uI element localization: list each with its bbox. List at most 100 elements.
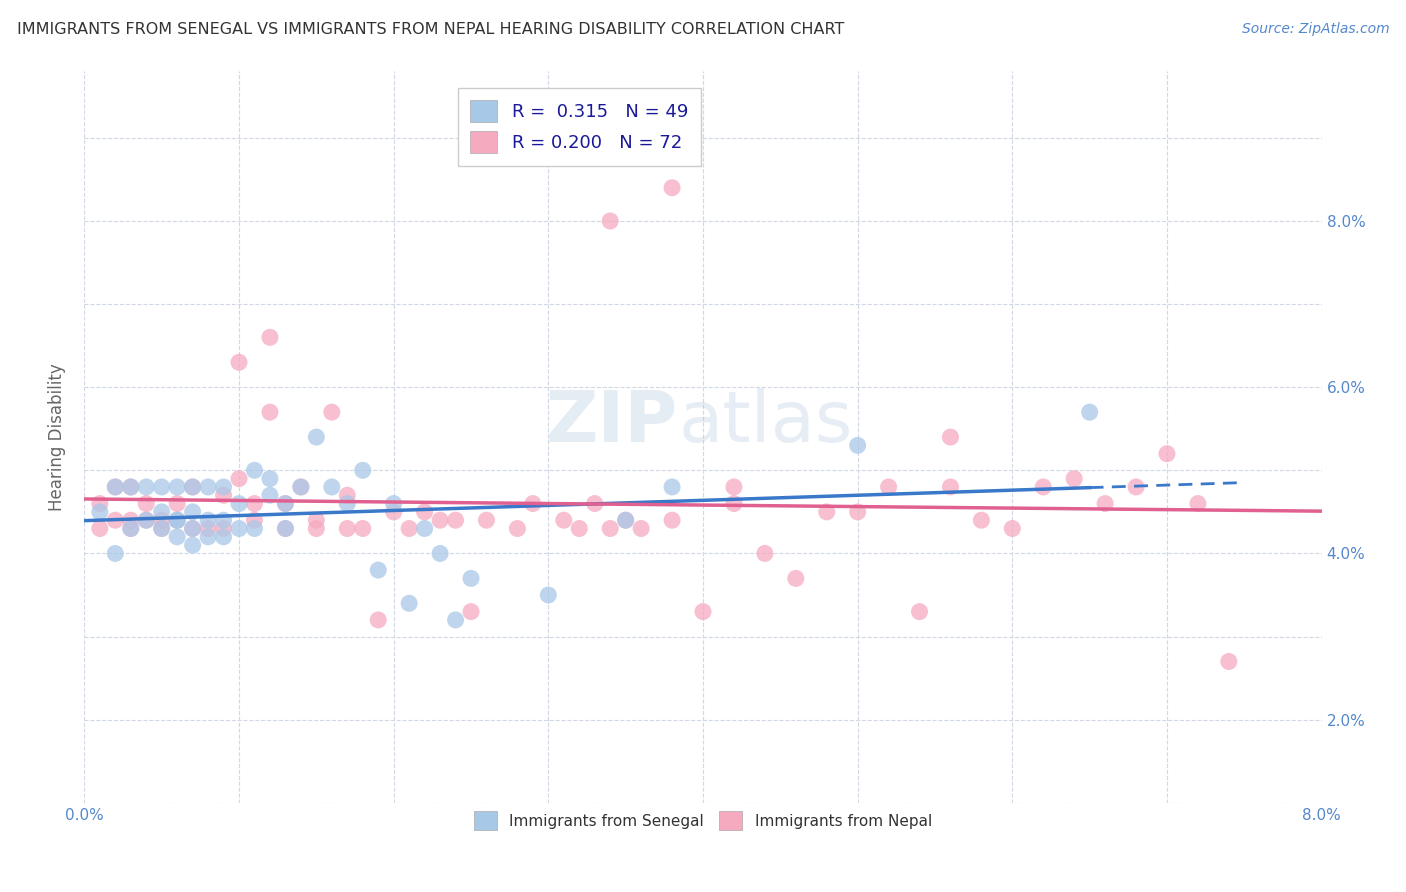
Point	[166, 513, 188, 527]
Point	[506, 521, 529, 535]
Legend: Immigrants from Senegal, Immigrants from Nepal: Immigrants from Senegal, Immigrants from…	[465, 802, 941, 839]
Point	[166, 513, 188, 527]
Point	[228, 355, 250, 369]
Point	[908, 605, 931, 619]
Point	[120, 521, 142, 535]
Point	[181, 521, 204, 535]
Point	[398, 596, 420, 610]
Point	[583, 497, 606, 511]
Point	[135, 513, 157, 527]
Point	[290, 480, 312, 494]
Point	[259, 488, 281, 502]
Text: atlas: atlas	[678, 388, 852, 457]
Point	[212, 480, 235, 494]
Point	[89, 497, 111, 511]
Point	[259, 472, 281, 486]
Point	[197, 480, 219, 494]
Point	[150, 513, 173, 527]
Text: ZIP: ZIP	[546, 388, 678, 457]
Point	[846, 438, 869, 452]
Point	[120, 480, 142, 494]
Point	[382, 505, 405, 519]
Point	[104, 513, 127, 527]
Point	[1063, 472, 1085, 486]
Point	[614, 513, 637, 527]
Point	[197, 521, 219, 535]
Point	[1078, 405, 1101, 419]
Point	[166, 497, 188, 511]
Point	[444, 613, 467, 627]
Text: Source: ZipAtlas.com: Source: ZipAtlas.com	[1241, 22, 1389, 37]
Point	[846, 505, 869, 519]
Point	[1094, 497, 1116, 511]
Point	[181, 480, 204, 494]
Point	[89, 521, 111, 535]
Point	[970, 513, 993, 527]
Point	[166, 480, 188, 494]
Point	[321, 405, 343, 419]
Point	[259, 405, 281, 419]
Point	[336, 521, 359, 535]
Point	[336, 497, 359, 511]
Point	[274, 521, 297, 535]
Point	[1156, 447, 1178, 461]
Point	[877, 480, 900, 494]
Point	[352, 521, 374, 535]
Point	[429, 513, 451, 527]
Point	[120, 521, 142, 535]
Point	[398, 521, 420, 535]
Point	[228, 497, 250, 511]
Point	[568, 521, 591, 535]
Point	[1187, 497, 1209, 511]
Point	[723, 480, 745, 494]
Point	[120, 513, 142, 527]
Point	[181, 521, 204, 535]
Point	[228, 521, 250, 535]
Point	[661, 180, 683, 194]
Point	[444, 513, 467, 527]
Point	[181, 480, 204, 494]
Point	[367, 563, 389, 577]
Point	[150, 521, 173, 535]
Point	[413, 505, 436, 519]
Point	[166, 513, 188, 527]
Point	[120, 480, 142, 494]
Point	[135, 497, 157, 511]
Point	[661, 480, 683, 494]
Point	[274, 497, 297, 511]
Point	[274, 521, 297, 535]
Point	[336, 488, 359, 502]
Point	[723, 497, 745, 511]
Point	[135, 480, 157, 494]
Point	[382, 497, 405, 511]
Text: IMMIGRANTS FROM SENEGAL VS IMMIGRANTS FROM NEPAL HEARING DISABILITY CORRELATION : IMMIGRANTS FROM SENEGAL VS IMMIGRANTS FR…	[17, 22, 844, 37]
Point	[754, 546, 776, 560]
Point	[212, 530, 235, 544]
Point	[367, 613, 389, 627]
Point	[460, 571, 482, 585]
Point	[305, 521, 328, 535]
Point	[181, 505, 204, 519]
Point	[150, 521, 173, 535]
Point	[212, 513, 235, 527]
Point	[352, 463, 374, 477]
Point	[1218, 655, 1240, 669]
Point	[599, 214, 621, 228]
Point	[104, 480, 127, 494]
Point	[599, 521, 621, 535]
Point	[228, 472, 250, 486]
Point	[166, 530, 188, 544]
Point	[321, 480, 343, 494]
Point	[939, 430, 962, 444]
Point	[150, 505, 173, 519]
Point	[197, 513, 219, 527]
Point	[475, 513, 498, 527]
Point	[181, 538, 204, 552]
Point	[212, 521, 235, 535]
Point	[413, 521, 436, 535]
Point	[305, 430, 328, 444]
Point	[630, 521, 652, 535]
Point	[692, 605, 714, 619]
Point	[522, 497, 544, 511]
Point	[460, 605, 482, 619]
